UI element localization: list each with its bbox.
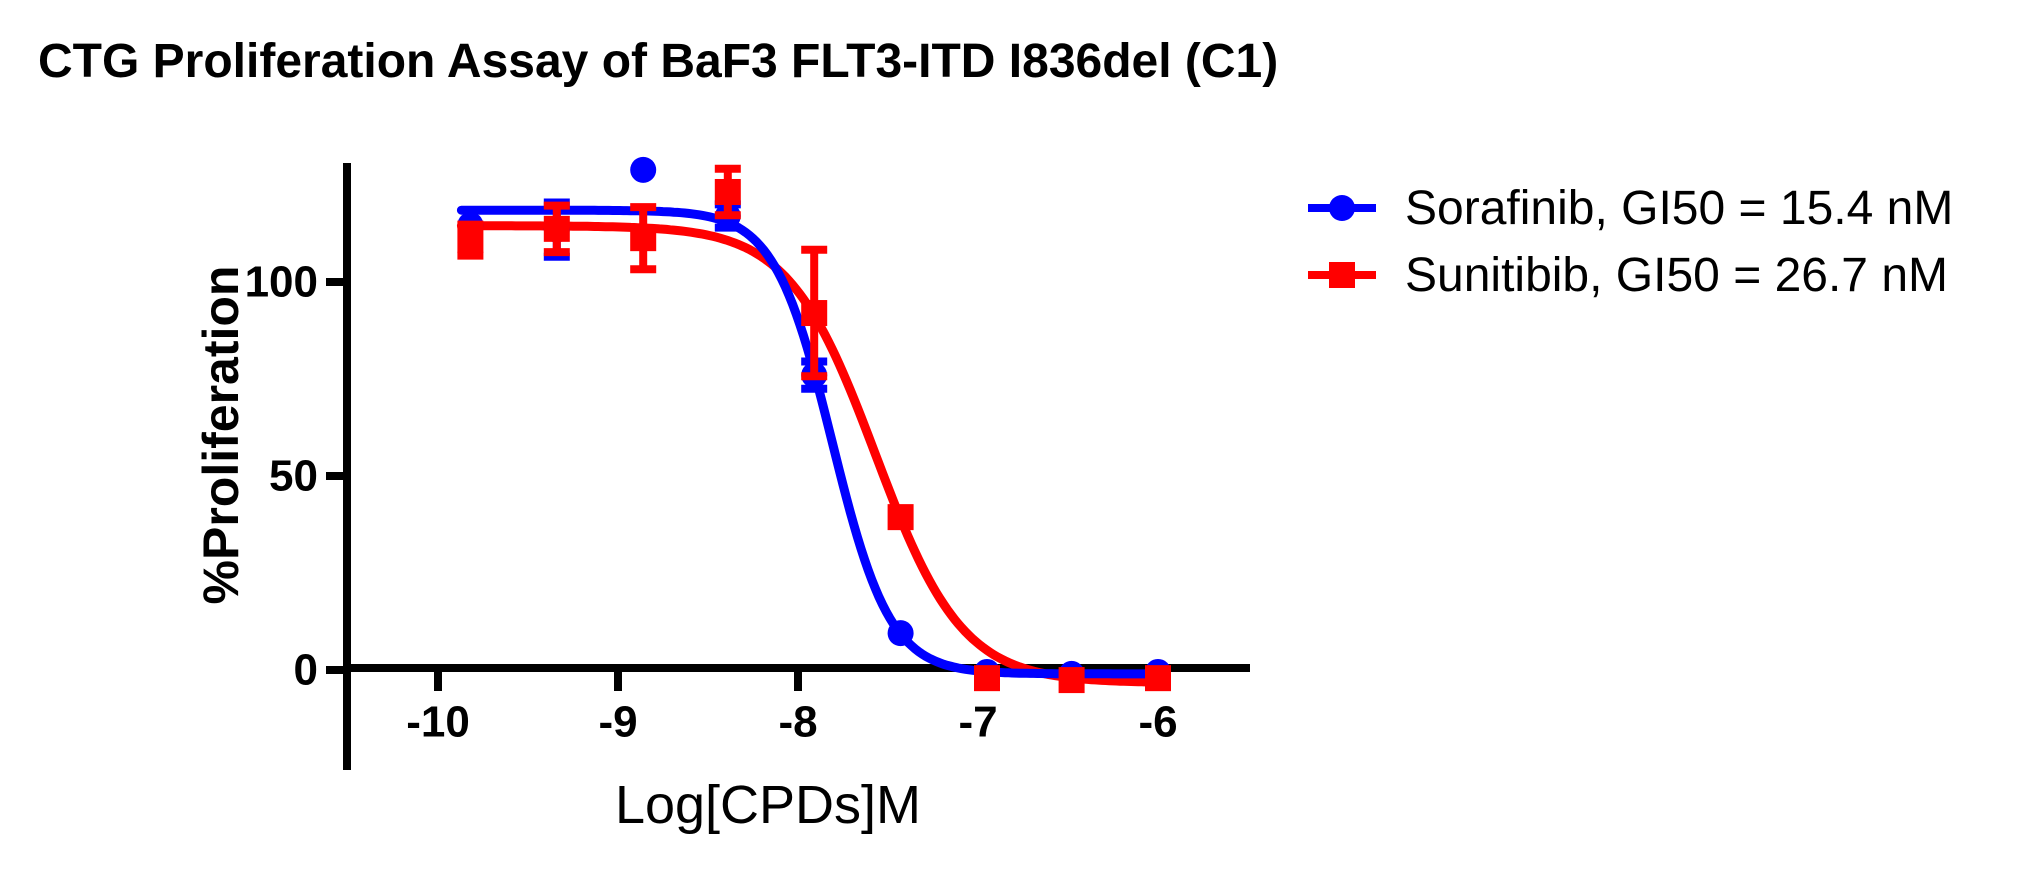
legend-item-sorafinib: Sorafinib, GI50 = 15.4 nM	[1305, 180, 1953, 236]
data-point-sunitibib	[1058, 667, 1085, 694]
x-tick-label: -7	[958, 698, 997, 747]
y-axis-title: %Proliferation	[193, 266, 249, 605]
data-point-sunitibib	[801, 300, 828, 327]
data-point-sunitibib	[543, 215, 570, 242]
y-tick-label: 0	[294, 646, 318, 695]
x-tick-label: -9	[598, 698, 637, 747]
data-point-sunitibib	[1145, 665, 1171, 692]
axes-group: 0 50 100 -10 -9 -8 -7 -6	[245, 163, 1250, 770]
sunitibib-square-marker-icon	[1308, 262, 1376, 288]
y-tick-label: 50	[269, 452, 318, 501]
x-axis-title: Log[CPDs]M	[615, 775, 921, 835]
points-group	[457, 156, 1171, 694]
legend-item-sunitibib: Sunitibib, GI50 = 26.7 nM	[1305, 247, 1953, 303]
x-tick-label: -8	[778, 698, 817, 747]
legend: Sorafinib, GI50 = 15.4 nM Sunitibib, GI5…	[1305, 180, 1953, 314]
y-tick-label: 100	[245, 258, 318, 307]
fit-curve-sunitibib	[456, 221, 1161, 687]
data-point-sorafinib	[887, 620, 914, 647]
legend-label-sunitibib: Sunitibib, GI50 = 26.7 nM	[1405, 248, 1948, 302]
data-point-sunitibib	[457, 227, 484, 254]
data-point-sorafinib	[630, 156, 657, 183]
legend-label-sorafinib: Sorafinib, GI50 = 15.4 nM	[1405, 181, 1954, 235]
data-point-sunitibib	[714, 178, 741, 205]
sorafinib-circle-marker-icon	[1308, 195, 1376, 221]
fit-curve-sorafinib	[456, 205, 1161, 679]
curves-group	[456, 205, 1161, 687]
x-tick-label: -10	[406, 698, 470, 747]
data-point-sunitibib	[630, 225, 657, 252]
data-point-sunitibib	[887, 504, 914, 531]
x-tick-label: -6	[1138, 698, 1177, 747]
chart-title: CTG Proliferation Assay of BaF3 FLT3-ITD…	[38, 35, 1279, 88]
data-point-sunitibib	[974, 665, 1000, 692]
